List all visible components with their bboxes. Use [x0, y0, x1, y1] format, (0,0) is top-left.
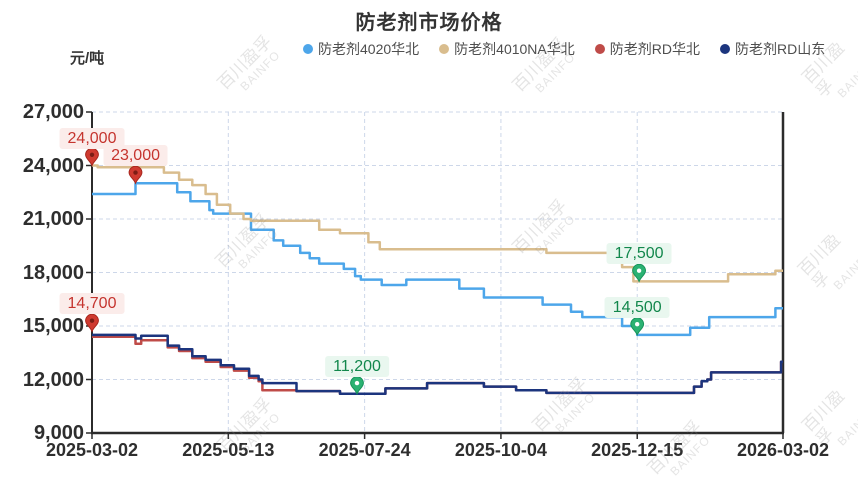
series-line-4020-huabei[interactable]: [92, 182, 783, 337]
x-tick-label: 2025-07-24: [318, 440, 411, 460]
series-line-4010na-huabei[interactable]: [92, 164, 783, 283]
legend-label: 防老剂RD华北: [609, 41, 700, 57]
legend-item-4010na-huabei[interactable]: 防老剂4010NA华北: [439, 39, 575, 59]
max-marker-pin: [85, 147, 99, 167]
legend-dot-icon: [719, 44, 730, 54]
max-marker-pin: [85, 313, 99, 333]
x-tick-label: 2025-05-13: [182, 440, 275, 460]
legend-label: 防老剂4010NA华北: [454, 41, 575, 57]
legend-label: 防老剂RD山东: [734, 41, 826, 57]
legend-dot-icon: [439, 44, 450, 54]
max-annotation-label: 23,000: [103, 145, 168, 167]
y-tick-label: 27,000: [22, 101, 84, 123]
x-tick-label: 2025-10-04: [454, 440, 547, 460]
chart-title: 防老剂市场价格: [355, 12, 503, 34]
max-annotation-label: 14,700: [59, 293, 125, 315]
min-annotation-label: 11,200: [325, 355, 389, 377]
y-tick-label: 24,000: [22, 154, 84, 177]
chart-legend: 防老剂4020华北 防老剂4010NA华北 防老剂RD华北 防老剂RD山东: [303, 39, 825, 59]
min-annotation-label: 14,500: [604, 296, 670, 318]
legend-dot-icon: [303, 44, 313, 54]
y-tick-label: 18,000: [22, 261, 84, 284]
min-marker-pin: [630, 317, 645, 337]
legend-item-4020-huabei[interactable]: 防老剂4020华北: [303, 39, 419, 59]
x-tick-label: 2025-03-02: [45, 440, 139, 460]
x-tick-label: 2025-12-15: [591, 440, 684, 460]
min-marker-pin: [350, 376, 364, 396]
legend-item-rd-huabei[interactable]: 防老剂RD华北: [594, 39, 700, 59]
x-tick-label: 2026-03-02: [736, 440, 830, 460]
min-annotation-label: 17,500: [606, 243, 672, 265]
y-tick-label: 15,000: [22, 315, 84, 337]
y-axis-unit-label: 元/吨: [70, 50, 105, 67]
series-line-rd-huabei[interactable]: [92, 335, 783, 396]
legend-dot-icon: [594, 44, 605, 54]
max-annotation-label: 24,000: [59, 127, 125, 149]
y-tick-label: 9,000: [33, 422, 84, 444]
legend-label: 防老剂4020华北: [318, 41, 420, 57]
y-tick-label: 21,000: [22, 208, 84, 230]
y-tick-label: 12,000: [22, 368, 84, 391]
max-marker-pin: [128, 165, 143, 185]
series-line-rd-shandong[interactable]: [92, 333, 783, 396]
legend-item-rd-shandong[interactable]: 防老剂RD山东: [719, 39, 826, 59]
